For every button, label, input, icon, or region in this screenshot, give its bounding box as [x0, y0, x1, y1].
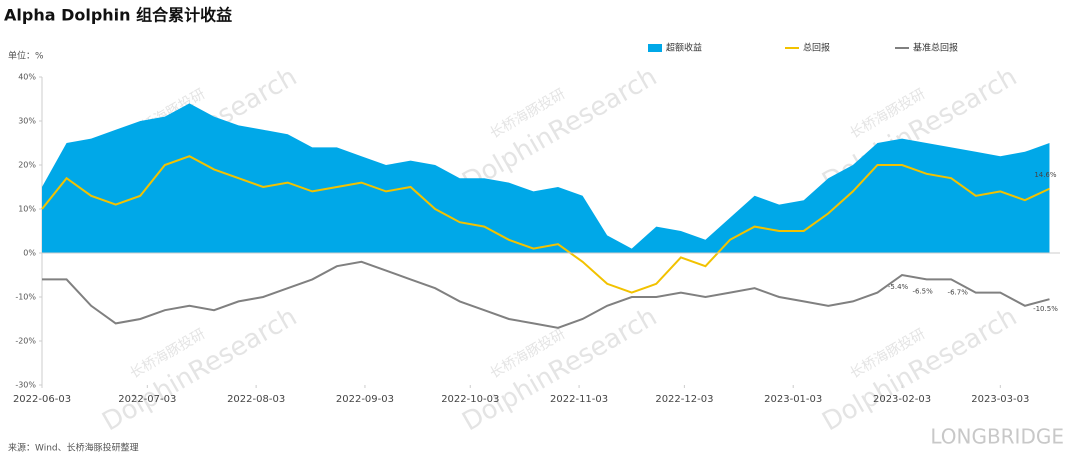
y-tick-label: -20% — [15, 337, 36, 346]
x-tick-label: 2022-12-03 — [655, 394, 713, 405]
y-tick-label: 20% — [18, 161, 36, 170]
annotation: 14.6% — [1034, 171, 1057, 179]
source: 来源：Wind、长桥海豚投研整理 — [8, 442, 139, 454]
x-tick-label: 2022-11-03 — [550, 394, 608, 405]
area — [42, 103, 1050, 254]
x-tick-label: 2022-08-03 — [227, 394, 285, 405]
y-tick-label: -30% — [15, 381, 36, 390]
x-tick-label: 2022-06-03 — [13, 394, 71, 405]
legend-label: 超额收益 — [666, 42, 702, 54]
unit-label: 单位：% — [8, 50, 44, 62]
legend-swatch — [648, 44, 662, 52]
x-tick-label: 2023-03-03 — [971, 394, 1029, 405]
annotation: -5.4% — [888, 283, 909, 291]
y-tick-label: 30% — [18, 117, 36, 126]
y-tick-label: 10% — [18, 205, 36, 214]
chart-title: Alpha Dolphin 组合累计收益 — [4, 6, 232, 25]
y-tick-label: -10% — [15, 293, 36, 302]
annotation: -6.7% — [948, 288, 969, 296]
line — [41, 155, 1050, 294]
y-tick-label: 40% — [18, 73, 36, 82]
annotation: -6.5% — [912, 288, 933, 296]
x-tick-label: 2022-07-03 — [118, 394, 176, 405]
legend-label: 总回报 — [803, 42, 830, 54]
x-tick-label: 2022-09-03 — [336, 394, 394, 405]
x-tick-label: 2023-01-03 — [764, 394, 822, 405]
annotation: -10.5% — [1033, 305, 1058, 313]
x-tick-label: 2022-10-03 — [441, 394, 499, 405]
logo: LONGBRIDGE — [930, 425, 1064, 449]
legend-label: 基准总回报 — [913, 42, 958, 54]
line — [42, 260, 1050, 329]
x-tick-label: 2023-02-03 — [873, 394, 931, 405]
y-tick-label: 0% — [23, 249, 36, 258]
